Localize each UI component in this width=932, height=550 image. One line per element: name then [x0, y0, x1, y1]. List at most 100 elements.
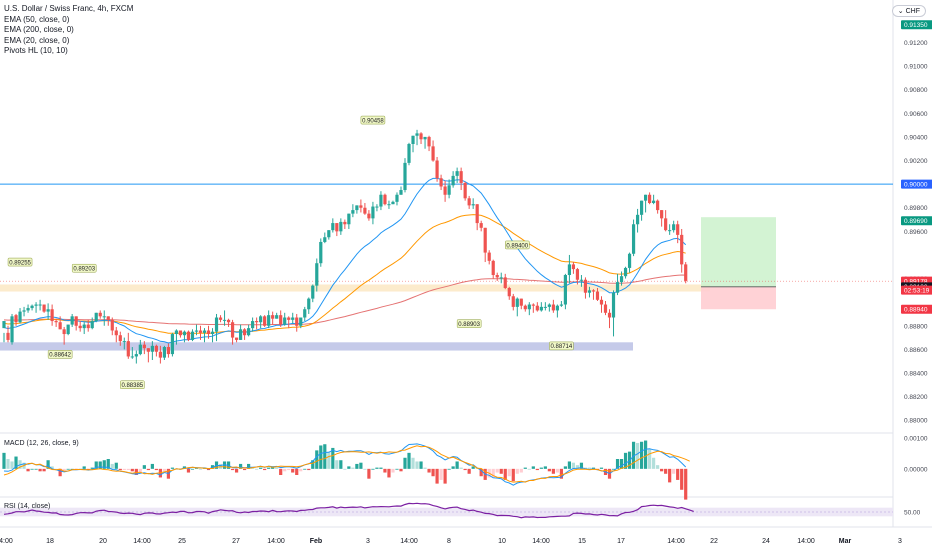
time-tick-label: 14:00 [667, 538, 685, 545]
macd-histogram-bar [299, 468, 303, 472]
candle-body [42, 304, 46, 312]
time-axis[interactable]: 14:00 18 20 14:00 25 27 14:00 Feb 3 14:00 8 10 14:00… [0, 538, 902, 545]
price-label-box [901, 304, 932, 314]
candle-body [471, 204, 475, 206]
macd-histogram-bar [672, 468, 676, 474]
candle-body [154, 345, 158, 352]
target-zone [701, 217, 776, 287]
macd-histogram-bar [134, 468, 138, 475]
candle-body [668, 230, 672, 232]
candle-body [591, 290, 596, 292]
macd-histogram-bar [295, 468, 299, 475]
candle-body [78, 325, 82, 329]
candle-body [190, 331, 195, 340]
macd-histogram-bar [94, 461, 98, 469]
time-tick-label: 25 [178, 538, 186, 545]
candle-body [367, 213, 371, 219]
candle-body [70, 316, 74, 325]
candle-body [335, 223, 339, 232]
macd-histogram-bar [315, 450, 319, 469]
price-tick-label: 0.88800 [904, 323, 928, 330]
pivot-label: 0.89400 [506, 243, 528, 249]
macd-histogram-bar [668, 468, 672, 483]
macd-histogram-bar [150, 463, 154, 469]
macd-histogram-bar [587, 467, 592, 469]
macd-histogram-bar [535, 468, 539, 471]
candle-body [419, 133, 423, 140]
currency-button[interactable]: ⌄ CHF [891, 5, 926, 17]
macd-histogram-bar [319, 445, 323, 469]
macd-histogram-bar [2, 452, 6, 469]
candle-body [547, 304, 551, 307]
macd-histogram-bar [122, 468, 126, 471]
candle-body [138, 344, 142, 355]
indicator-ema50[interactable]: EMA (50, close, 0) [4, 14, 70, 24]
chart-legend: U.S. Dollar / Swiss Franc, 4h, FXCM EMA … [4, 4, 133, 57]
ema200-line [3, 274, 686, 326]
candle-body [531, 304, 535, 306]
candle-body [267, 315, 271, 326]
candle-body [146, 348, 150, 352]
candle-body [299, 317, 303, 326]
candle-body [515, 298, 519, 307]
candle-body [122, 341, 126, 343]
macd-histogram-bar [644, 440, 648, 469]
candle-body [347, 213, 351, 225]
macd-histogram-bar [351, 467, 355, 469]
price-tick-label: 0.90200 [904, 158, 928, 165]
macd-histogram-bar [495, 468, 499, 473]
candle-body [319, 241, 323, 264]
macd-histogram-bar [515, 468, 519, 474]
pivot-label-box [7, 257, 33, 267]
candle-body [615, 282, 620, 293]
candle-body [210, 331, 215, 335]
chevron-down-icon: ⌄ [897, 8, 904, 15]
rsi-label[interactable]: RSI (14, close) [4, 503, 51, 510]
time-tick-label: 14:00 [400, 538, 418, 545]
candle-body [587, 290, 592, 293]
candle-body [150, 345, 154, 352]
macd-histogram-bar [38, 468, 42, 472]
macd-histogram-bar [551, 468, 555, 474]
stop-zone [701, 286, 776, 310]
candle-body [511, 296, 515, 307]
macd-histogram-bar [523, 467, 527, 469]
indicator-ema20[interactable]: EMA (20, close, 0) [4, 35, 70, 45]
macd-histogram-bar [126, 468, 130, 471]
macd-histogram-bar [50, 466, 54, 469]
time-tick-label: 14:00 [133, 538, 151, 545]
candle-body [162, 347, 166, 358]
macd-histogram-bar [399, 468, 403, 472]
candle-body [535, 305, 539, 311]
pivot-label-box [47, 350, 73, 359]
macd-histogram-bar [411, 457, 415, 469]
currency-label: CHF [905, 8, 920, 15]
candle-body [222, 319, 227, 321]
candle-body [238, 329, 243, 340]
supply-zone [0, 284, 710, 292]
macd-histogram-bar [539, 467, 543, 469]
candle-body [234, 337, 239, 340]
candle-body [359, 205, 363, 208]
macd-histogram-bar [423, 467, 427, 469]
pivot-label: 0.88903 [458, 322, 480, 328]
candle-body [198, 330, 203, 333]
candle-body [174, 330, 179, 335]
macd-histogram-bar [303, 468, 307, 470]
macd-histogram-bar [463, 468, 467, 471]
candle-body [255, 321, 259, 323]
candle-body [427, 136, 431, 147]
candle-body [58, 322, 62, 330]
macd-histogram-bar [591, 467, 596, 469]
macd-label[interactable]: MACD (12, 26, close, 9) [4, 440, 79, 447]
symbol-title[interactable]: U.S. Dollar / Swiss Franc, 4h, FXCM [4, 4, 134, 13]
indicator-ema200[interactable]: EMA (200, close, 0) [4, 25, 74, 34]
price-tick-label: 0.89600 [904, 229, 928, 236]
candle-body [551, 304, 555, 311]
price-axis[interactable]: 0.91200 0.91000 0.90800 0.90600 0.90400 0.902… [901, 20, 932, 517]
candle-body [603, 304, 608, 313]
candle-body [391, 201, 395, 205]
macd-histogram-bar [455, 461, 459, 469]
candle-body [130, 356, 134, 358]
indicator-pivots[interactable]: Pivots HL (10, 10) [4, 46, 68, 55]
